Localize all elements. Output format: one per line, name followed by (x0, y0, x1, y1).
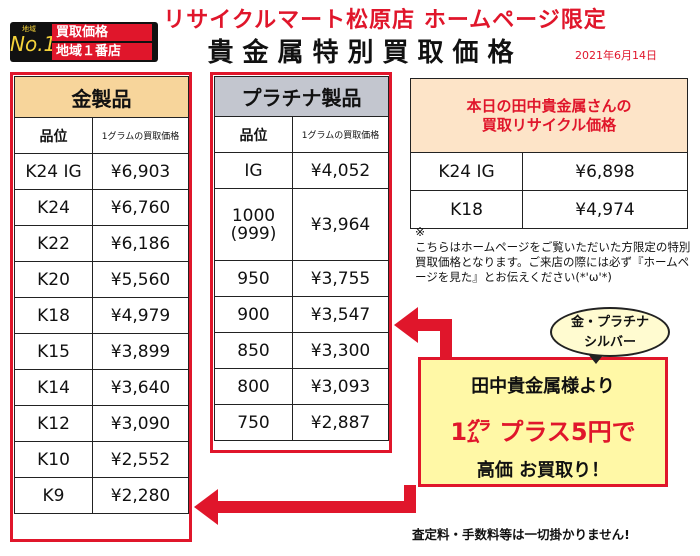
gold-price: ¥6,760 (92, 189, 189, 226)
platinum-grade-sub: (999) (230, 223, 277, 244)
bonus-line-2: 1㌘ プラス5円で (450, 418, 636, 446)
platinum-grade: 800 (214, 368, 293, 405)
fee-notice: 査定料・手数料等は一切掛かりません! (412, 527, 630, 542)
badge-line-2: 地域１番店 (52, 43, 152, 60)
gold-grade: K24 (14, 189, 93, 226)
platinum-col-grade: 品位 (214, 116, 293, 153)
badge-no1-label: No.1 (10, 32, 57, 56)
gold-table-frame (10, 72, 192, 542)
bubble-line-1: 金・プラチナ (570, 315, 649, 330)
tanaka-grade: K18 (410, 190, 523, 229)
platinum-price: ¥3,300 (292, 332, 389, 369)
platinum-price-table: プラチナ製品 品位 1グラムの買取価格 IG ¥4,052 1000 (999) … (214, 76, 389, 441)
gold-price: ¥3,899 (92, 333, 189, 370)
gold-grade: K15 (14, 333, 93, 370)
gold-price: ¥4,979 (92, 297, 189, 334)
table-row: K24 IG ¥6,903 (14, 153, 189, 190)
shop-title: リサイクルマート松原店 ホームページ限定 (163, 8, 607, 33)
platinum-grade: 850 (214, 332, 293, 369)
tanaka-price-table: 本日の田中貴金属さんの 買取リサイクル価格 K24 IG ¥6,898 K18 ¥4… (410, 78, 688, 229)
page-title: 貴金属特別買取価格 (207, 38, 523, 68)
gold-price: ¥6,186 (92, 225, 189, 262)
table-row: 1000 (999) ¥3,964 (214, 188, 389, 261)
gold-price-table: 金製品 品位 1グラムの買取価格 K24 IG ¥6,903 K24 ¥6,760 … (14, 76, 189, 514)
table-row: K15 ¥3,899 (14, 333, 189, 370)
arrow-to-gold-head (194, 489, 218, 525)
no1-badge: 地域 No.1 買取価格 地域１番店 (10, 22, 158, 62)
gold-grade: K24 IG (14, 153, 93, 190)
gold-grade: K14 (14, 369, 93, 406)
bonus-line-3: 高価 お買取り！ (476, 460, 610, 481)
gold-price: ¥2,552 (92, 441, 189, 478)
platinum-grade-main: 1000 (231, 205, 276, 226)
table-row: K24 IG ¥6,898 (410, 152, 688, 191)
tanaka-title-line-2: 買取リサイクル価格 (481, 115, 617, 134)
tanaka-grade: K24 IG (410, 152, 523, 191)
platinum-table-frame (210, 72, 392, 453)
table-row: 850 ¥3,300 (214, 332, 389, 369)
platinum-grade: 750 (214, 404, 293, 441)
badge-small-label: 地域 (22, 25, 36, 33)
table-row: K18 ¥4,979 (14, 297, 189, 334)
gold-grade: K10 (14, 441, 93, 478)
platinum-grade: 950 (214, 260, 293, 297)
tanaka-price: ¥4,974 (522, 190, 688, 229)
note-mark: ※ (415, 225, 426, 239)
gold-price: ¥3,090 (92, 405, 189, 442)
gold-price: ¥5,560 (92, 261, 189, 298)
platinum-col-price: 1グラムの買取価格 (292, 116, 389, 153)
platinum-price: ¥3,547 (292, 296, 389, 333)
gold-col-price: 1グラムの買取価格 (92, 117, 189, 154)
table-row: K14 ¥3,640 (14, 369, 189, 406)
arrow-connector-upper (440, 319, 452, 359)
table-row: K22 ¥6,186 (14, 225, 189, 262)
table-row: 800 ¥3,093 (214, 368, 389, 405)
table-row: 900 ¥3,547 (214, 296, 389, 333)
gold-grade: K18 (14, 297, 93, 334)
tanaka-price: ¥6,898 (522, 152, 688, 191)
gold-grade: K22 (14, 225, 93, 262)
bubble-tail (588, 354, 604, 364)
bubble-line-2: シルバー (583, 335, 636, 350)
table-row: K24 ¥6,760 (14, 189, 189, 226)
platinum-price: ¥3,093 (292, 368, 389, 405)
platinum-price: ¥3,755 (292, 260, 389, 297)
platinum-table-title: プラチナ製品 (214, 76, 389, 117)
platinum-grade: IG (214, 152, 293, 189)
badge-line-1: 買取価格 (52, 24, 152, 41)
table-row: K20 ¥5,560 (14, 261, 189, 298)
table-row: 950 ¥3,755 (214, 260, 389, 297)
bonus-line-1: 田中貴金属様より (471, 376, 615, 397)
gold-grade: K12 (14, 405, 93, 442)
platinum-price: ¥3,964 (292, 188, 389, 261)
platinum-price: ¥4,052 (292, 152, 389, 189)
gold-price: ¥2,280 (92, 477, 189, 514)
table-row: K18 ¥4,974 (410, 190, 688, 229)
table-row: 750 ¥2,887 (214, 404, 389, 441)
tanaka-title-line-1: 本日の田中貴金属さんの (466, 96, 632, 115)
gold-price: ¥3,640 (92, 369, 189, 406)
tanaka-table-title: 本日の田中貴金属さんの 買取リサイクル価格 (410, 78, 688, 153)
platinum-grade: 1000 (999) (214, 188, 293, 261)
platinum-price: ¥2,887 (292, 404, 389, 441)
gold-table-title: 金製品 (14, 76, 189, 118)
bonus-offer-box: 田中貴金属様より 1㌘ プラス5円で 高価 お買取り！ (418, 357, 668, 487)
platinum-grade: 900 (214, 296, 293, 333)
table-row: K10 ¥2,552 (14, 441, 189, 478)
price-date: 2021年6月14日 (575, 49, 657, 62)
table-row: K12 ¥3,090 (14, 405, 189, 442)
gold-grade: K9 (14, 477, 93, 514)
gold-grade: K20 (14, 261, 93, 298)
table-row: K9 ¥2,280 (14, 477, 189, 514)
arrow-to-platinum-head (394, 307, 418, 343)
gold-price: ¥6,903 (92, 153, 189, 190)
table-row: IG ¥4,052 (214, 152, 389, 189)
arrow-to-gold-shaft (218, 501, 416, 513)
note-text: こちらはホームページをご覧いただいた方限定の特別買取価格となります。ご来店の際に… (415, 240, 691, 284)
gold-col-grade: 品位 (14, 117, 93, 154)
metals-bubble: 金・プラチナ シルバー (550, 307, 670, 357)
